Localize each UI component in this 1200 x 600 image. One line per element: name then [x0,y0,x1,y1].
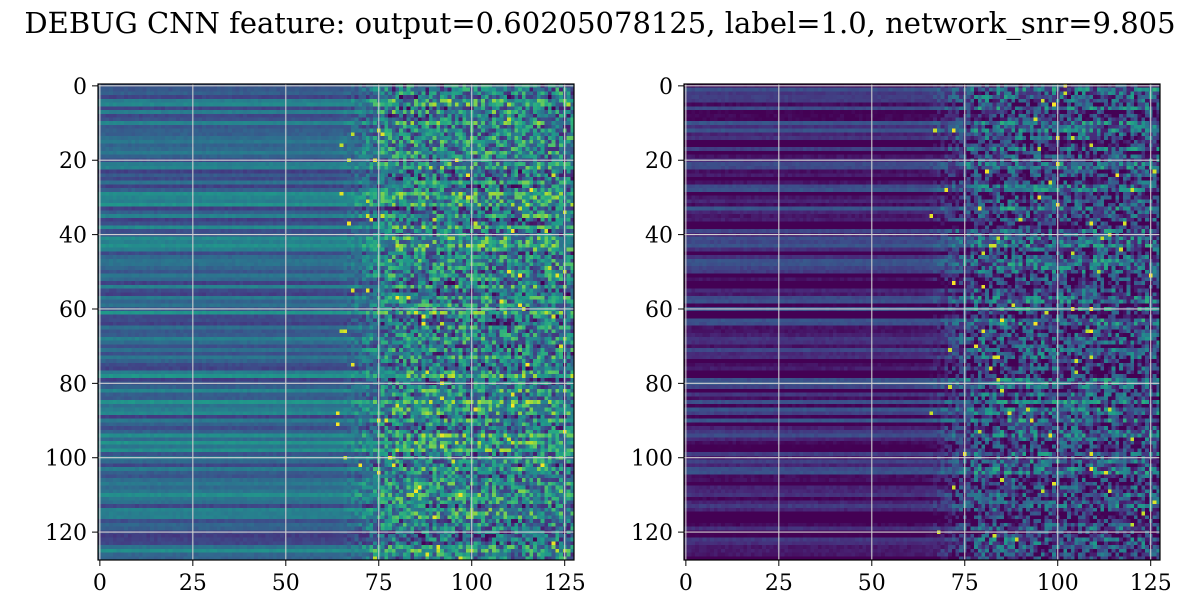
y-tick-label: 100 [631,447,673,472]
y-tick-label: 80 [645,372,673,397]
x-tick-label: 125 [544,571,586,596]
y-tick-label: 100 [45,447,87,472]
heatmap-panel-left: 0 25 50 75 100 125 0 20 40 60 80 100 120 [45,75,586,596]
y-tick-label: 0 [659,75,673,100]
x-tick-label: 25 [179,571,207,596]
heatmap-cells [98,84,574,560]
x-tick-label: 75 [365,571,393,596]
heatmap-cells [684,84,1160,560]
y-tick-label: 120 [631,521,673,546]
x-tick-label: 25 [765,571,793,596]
x-tick-label: 0 [93,571,107,596]
x-tick-label: 100 [1037,571,1079,596]
x-tick-label: 75 [951,571,979,596]
y-tick-label: 0 [73,75,87,100]
y-tick-label: 40 [59,224,87,249]
heatmap-panel-right: 0 25 50 75 100 125 0 20 40 60 80 100 120 [631,75,1172,596]
y-tick-label: 20 [59,149,87,174]
y-tick-label: 60 [645,298,673,323]
y-tick-label: 20 [645,149,673,174]
x-tick-label: 50 [272,571,300,596]
y-tick-label: 40 [645,224,673,249]
y-tick-label: 120 [45,521,87,546]
x-tick-label: 100 [451,571,493,596]
x-tick-label: 50 [858,571,886,596]
y-tick-label: 60 [59,298,87,323]
y-tick-label: 80 [59,372,87,397]
x-tick-label: 0 [679,571,693,596]
x-tick-label: 125 [1130,571,1172,596]
